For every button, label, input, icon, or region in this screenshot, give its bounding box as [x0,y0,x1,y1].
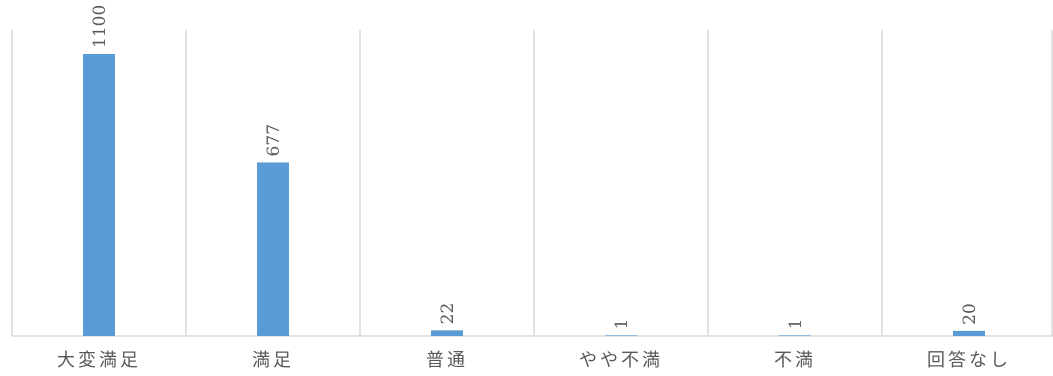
data-label-layer: 1100 677 22 1 1 20 [90,5,980,330]
category-axis: 大変満足 満足 普通 やや不満 不満 回答なし [57,350,1011,371]
category-tick-label-2: 満足 [252,350,294,371]
bar-layer [83,54,985,336]
category-tick-label-6: 回答なし [927,350,1011,371]
data-label-2: 677 [264,124,284,156]
bar-6 [953,330,985,336]
bar-2 [257,162,289,336]
category-tick-label-3: 普通 [426,350,468,371]
data-label-1: 1100 [90,5,110,48]
data-label-6: 20 [960,303,980,325]
bar-5 [779,335,811,336]
data-label-5: 1 [786,319,806,330]
bar-1 [83,54,115,336]
bar-4 [605,335,637,336]
data-label-4: 1 [612,319,632,330]
data-label-3: 22 [438,303,458,325]
category-tick-label-1: 大変満足 [57,350,141,371]
grid-layer [11,30,1053,337]
category-tick-label-4: やや不満 [579,350,663,371]
bar-3 [431,330,463,336]
category-tick-label-5: 不満 [774,350,816,371]
